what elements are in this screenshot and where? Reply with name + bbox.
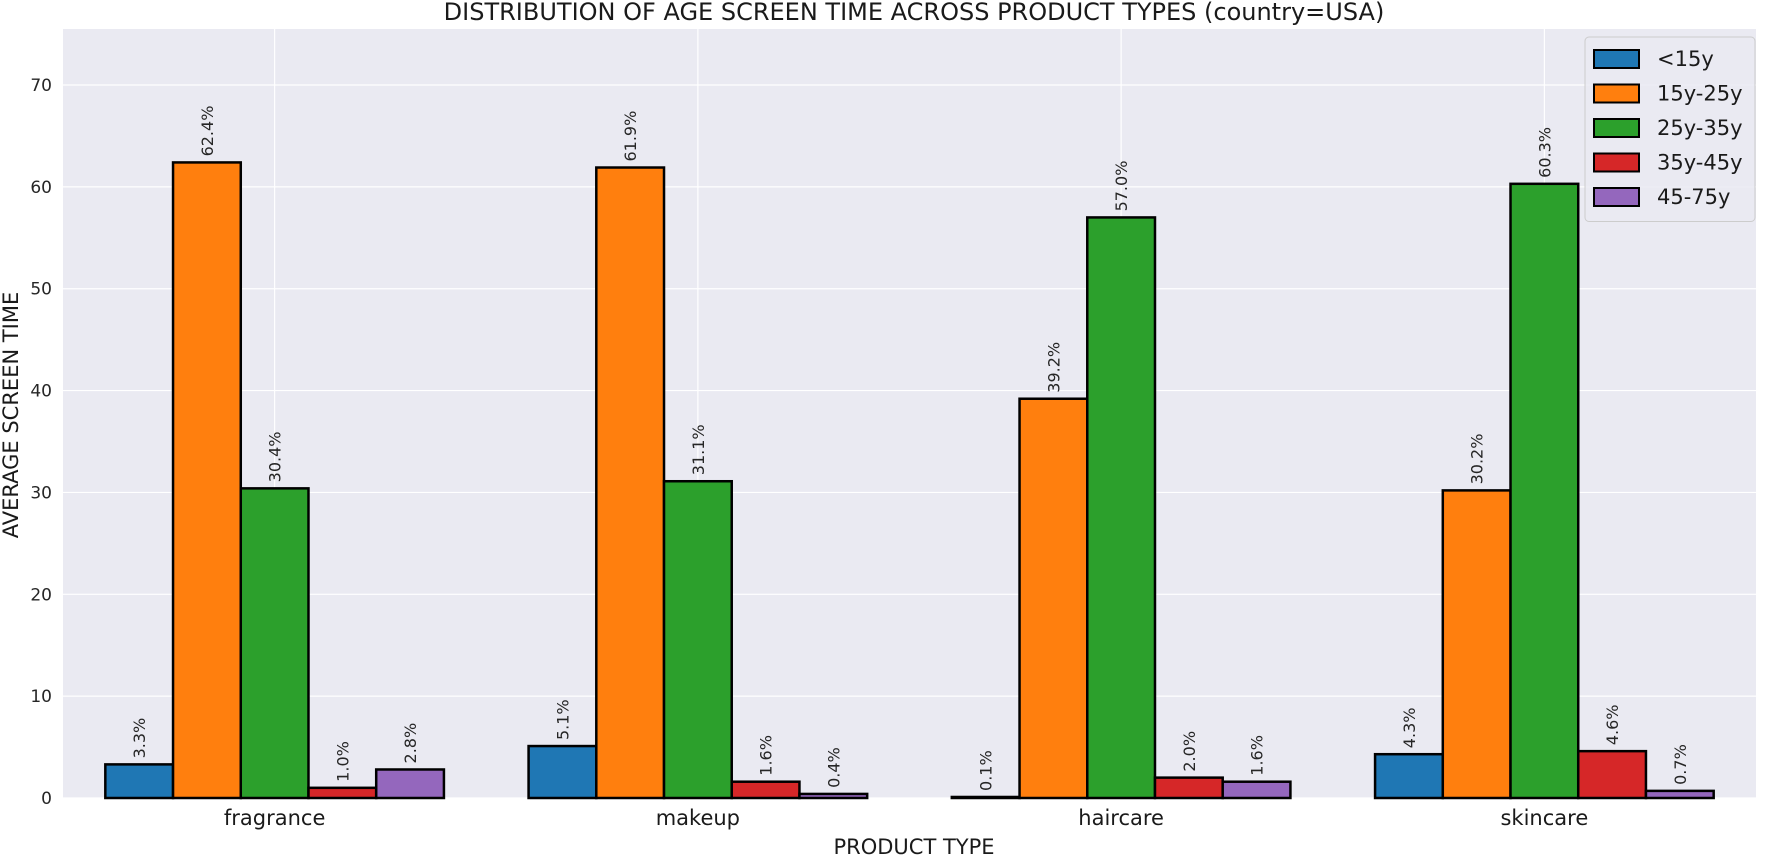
data-label: 1.6% <box>757 735 776 776</box>
bar <box>374 768 446 800</box>
y-tick-label: 10 <box>30 687 52 707</box>
bars <box>104 161 1715 800</box>
chart-title: DISTRIBUTION OF AGE SCREEN TIME ACROSS P… <box>444 0 1385 26</box>
y-tick-label: 20 <box>30 585 52 605</box>
legend-label: 45-75y <box>1657 185 1730 209</box>
bar <box>307 786 378 800</box>
data-label: 4.3% <box>1400 708 1419 749</box>
x-axis-label: PRODUCT TYPE <box>833 835 994 859</box>
legend-swatch <box>1593 49 1640 69</box>
x-axis-ticks: fragrance makeup haircare skincare <box>224 806 1588 830</box>
data-label: 0.4% <box>824 747 843 788</box>
data-label: 39.2% <box>1044 342 1063 393</box>
legend-label: <15y <box>1657 47 1714 71</box>
bar <box>1221 780 1292 800</box>
data-label: 4.6% <box>1603 704 1622 745</box>
data-label: 57.0% <box>1112 161 1131 212</box>
data-label: 2.8% <box>401 723 420 764</box>
bar <box>950 795 1021 800</box>
legend-label: 15y-25y <box>1657 82 1743 106</box>
bar <box>527 744 598 800</box>
data-label: 31.1% <box>689 424 708 475</box>
data-label: 30.2% <box>1468 434 1487 485</box>
data-label: 2.0% <box>1180 731 1199 772</box>
y-tick-label: 0 <box>41 789 52 809</box>
data-label: 0.1% <box>977 750 996 791</box>
bar <box>798 792 869 800</box>
x-tick-label: fragrance <box>224 806 326 830</box>
value-labels: 3.3% 5.1% 0.1% 4.3% 62.4% 61.9% 39.2% 30.2% 30.4… <box>130 106 1690 791</box>
bar <box>595 166 666 800</box>
bar <box>662 479 733 800</box>
bar <box>104 763 175 800</box>
legend-swatch <box>1593 118 1640 138</box>
legend-label: 35y-45y <box>1657 151 1743 175</box>
bar <box>1018 397 1089 800</box>
bar <box>239 487 310 800</box>
y-tick-label: 60 <box>30 178 52 198</box>
x-tick-label: haircare <box>1078 806 1164 830</box>
bar <box>171 161 243 800</box>
data-label: 3.3% <box>130 718 149 759</box>
data-label: 1.0% <box>333 741 352 782</box>
data-label: 62.4% <box>198 106 217 157</box>
bar <box>730 780 801 800</box>
y-axis-ticks: 0 10 20 30 40 50 60 70 <box>30 76 52 809</box>
data-label: 0.7% <box>1671 744 1690 785</box>
legend-swatch <box>1593 187 1640 207</box>
bar <box>1576 749 1648 800</box>
x-tick-label: skincare <box>1500 806 1588 830</box>
y-tick-label: 40 <box>30 382 52 402</box>
bar <box>1086 216 1157 800</box>
bar <box>1373 752 1445 800</box>
bar <box>1153 776 1224 800</box>
y-tick-label: 70 <box>30 76 52 96</box>
bar <box>1441 489 1512 800</box>
bar <box>1509 182 1580 800</box>
data-label: 30.4% <box>266 432 285 483</box>
y-tick-label: 50 <box>30 280 52 300</box>
y-tick-label: 30 <box>30 483 52 503</box>
legend-swatch <box>1593 83 1640 104</box>
legend-box <box>1584 36 1756 222</box>
y-axis-label: AVERAGE SCREEN TIME <box>0 292 23 539</box>
data-label: 61.9% <box>621 111 640 162</box>
legend-swatch <box>1593 152 1640 173</box>
legend-label: 25y-35y <box>1657 116 1743 140</box>
data-label: 1.6% <box>1248 735 1267 776</box>
data-label: 5.1% <box>553 699 572 740</box>
data-label: 60.3% <box>1535 127 1554 178</box>
x-tick-label: makeup <box>656 806 740 830</box>
legend: <15y 15y-25y 25y-35y 35y-45y 45-75y <box>1584 36 1756 222</box>
bar <box>1644 789 1715 800</box>
